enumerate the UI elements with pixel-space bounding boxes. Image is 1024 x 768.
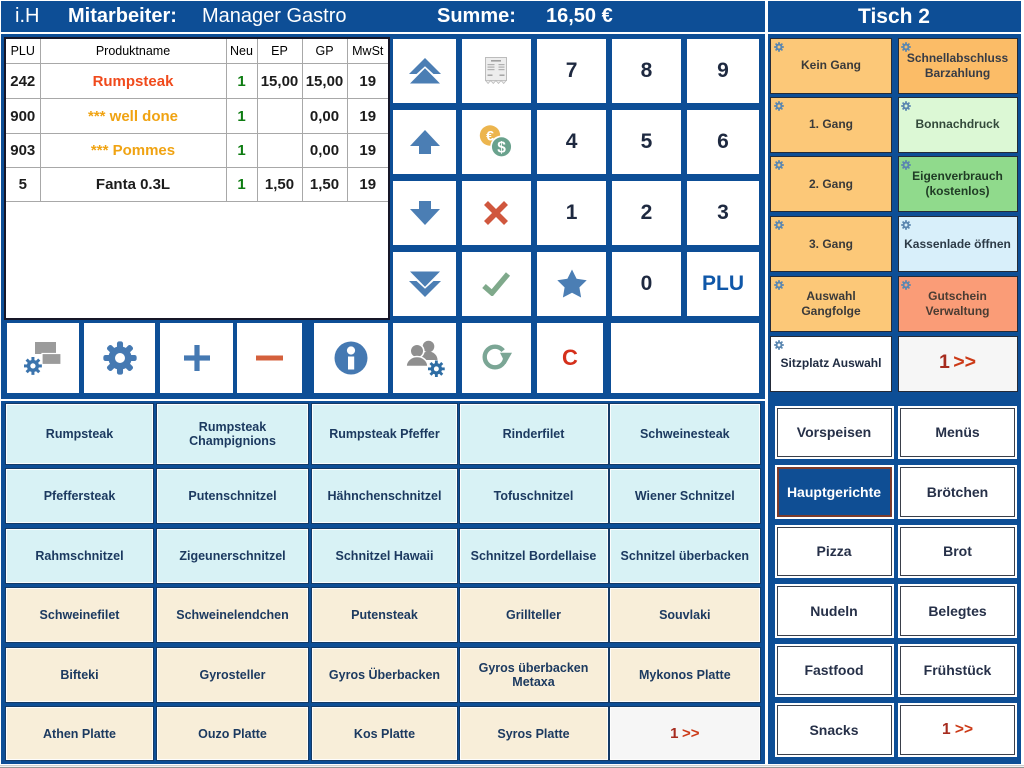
- svg-text:€: €: [486, 127, 494, 143]
- svg-text:$: $: [498, 139, 507, 156]
